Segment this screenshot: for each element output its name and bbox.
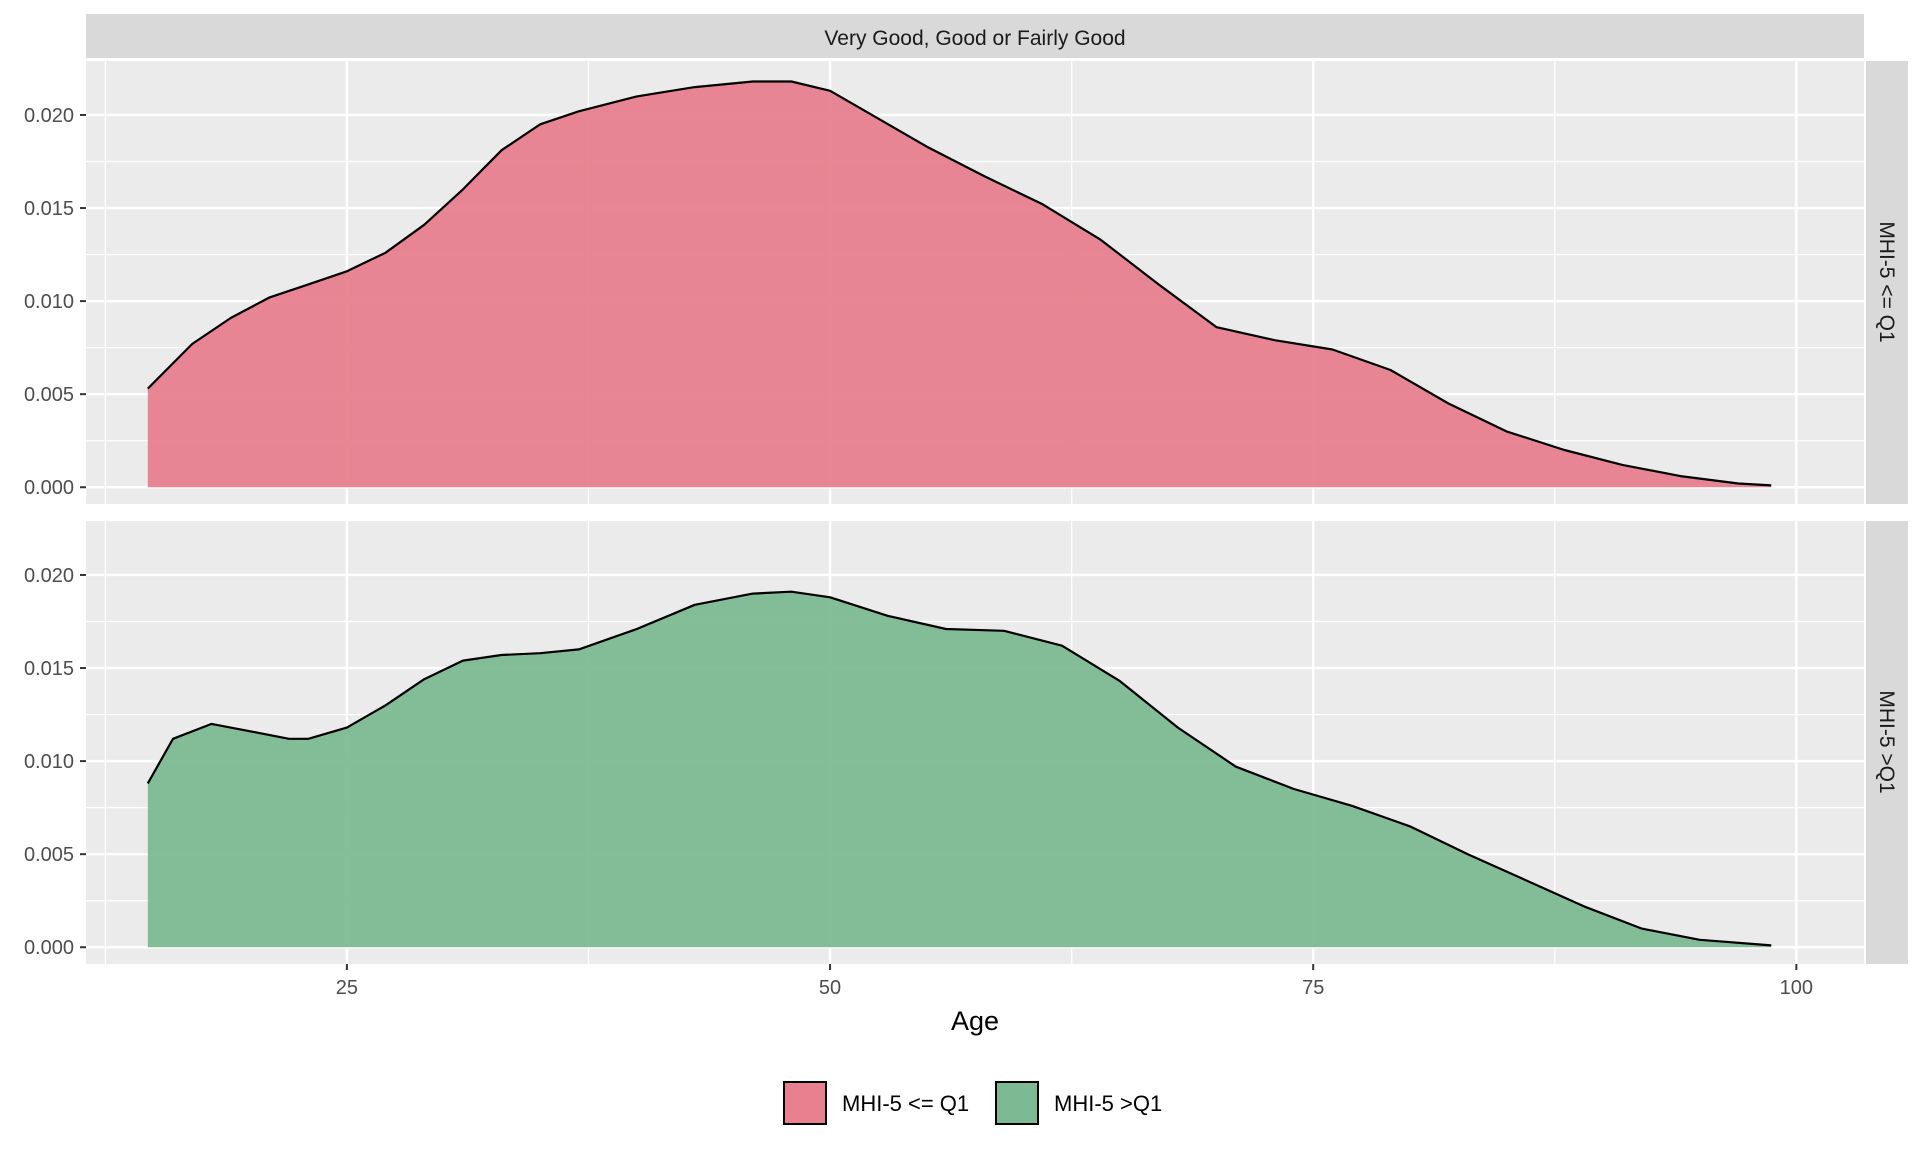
axis-ticks: 0.000 0.005 0.010 0.015 0.020 0.000 0.005 0.010… <box>24 105 1813 999</box>
y-tick-label: 0.015 <box>24 198 74 220</box>
y-tick-label: 0.020 <box>24 105 74 127</box>
facet-row-strip-top <box>1866 61 1908 504</box>
density-line-series-1 <box>147 80 1772 487</box>
density-area-series-1 <box>147 81 1772 488</box>
y-tick-label: 0.010 <box>24 751 74 773</box>
x-tick-label: 50 <box>819 977 841 999</box>
facet-row-label-top: MHI-5 <= Q1 <box>1875 221 1898 342</box>
x-tick-label: 75 <box>1302 977 1324 999</box>
legend: MHI-5 <= Q1 MHI-5 >Q1 <box>783 1081 1162 1125</box>
x-axis-title: Age <box>951 1006 999 1036</box>
legend-key-series-2 <box>995 1081 1039 1125</box>
density-area-series-2 <box>147 591 1772 948</box>
legend-label-series-2: MHI-5 >Q1 <box>1054 1091 1162 1116</box>
y-tick-label: 0.005 <box>24 384 74 406</box>
x-tick-label: 25 <box>336 977 358 999</box>
legend-key-series-1 <box>783 1081 827 1125</box>
density-line-series-2 <box>146 590 1772 947</box>
facet-row-strip-bottom <box>1866 521 1908 964</box>
y-tick-label: 0.020 <box>24 565 74 587</box>
facet-column-strip <box>86 14 1864 58</box>
legend-label-series-1: MHI-5 <= Q1 <box>842 1091 969 1116</box>
y-tick-label: 0.010 <box>24 291 74 313</box>
y-tick-label: 0.000 <box>24 937 74 959</box>
y-tick-label: 0.000 <box>24 477 74 499</box>
y-tick-label: 0.005 <box>24 844 74 866</box>
y-tick-label: 0.015 <box>24 658 74 680</box>
facet-row-label-bottom: MHI-5 >Q1 <box>1875 690 1898 793</box>
x-tick-label: 100 <box>1780 977 1813 999</box>
facet-column-label: Very Good, Good or Fairly Good <box>824 27 1125 50</box>
density-areas <box>146 80 1772 948</box>
